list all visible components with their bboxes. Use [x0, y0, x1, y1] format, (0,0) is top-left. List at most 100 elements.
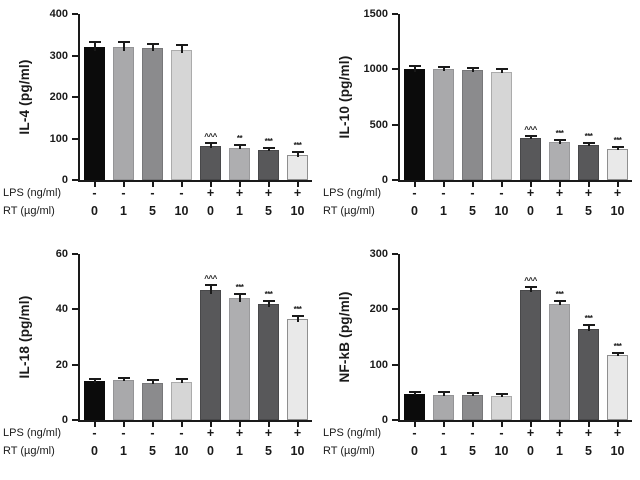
error-bar [587, 143, 590, 147]
error-bar [413, 67, 416, 72]
x-tick-mark [529, 422, 532, 427]
y-tick-label: 200 [369, 303, 388, 316]
x-tick-mark [529, 182, 532, 187]
error-bar-cap [611, 351, 624, 354]
rt-value: 1 [440, 204, 447, 218]
error-bar-cap [291, 151, 304, 154]
bar [404, 394, 425, 420]
plot-area: ^^^ *** *** *** [78, 254, 312, 422]
rt-value: 0 [207, 204, 214, 218]
error-bar [500, 395, 503, 398]
significance-label: *** [293, 141, 302, 151]
bar [462, 395, 483, 420]
error-bar-cap [524, 134, 537, 137]
x-tick-mark [267, 422, 270, 427]
rt-value: 0 [91, 444, 98, 458]
error-bar [180, 380, 183, 384]
x-tick-mark [442, 422, 445, 427]
x-tick-mark [558, 182, 561, 187]
rt-value: 1 [440, 444, 447, 458]
error-bar [558, 302, 561, 306]
significance-label: *** [264, 289, 273, 299]
error-bar-cap [262, 146, 275, 149]
bar [200, 145, 221, 180]
bar [113, 379, 134, 420]
x-tick-mark [558, 422, 561, 427]
bar [113, 47, 134, 180]
rt-value: 5 [265, 204, 272, 218]
y-tick-label: 1500 [363, 8, 388, 20]
bar [520, 289, 541, 420]
error-bar [122, 378, 125, 382]
x-tick-mark [500, 422, 503, 427]
y-tick-label: 0 [381, 174, 388, 186]
lps-value: - [412, 426, 417, 440]
error-bar-cap [291, 314, 304, 317]
error-bar-cap [408, 390, 421, 393]
lps-value: + [613, 186, 622, 200]
error-bar [413, 392, 416, 396]
y-tick-label: 100 [49, 132, 68, 145]
error-bar-cap [233, 292, 246, 295]
y-tick-mark [72, 96, 78, 98]
rt-value: 10 [174, 204, 189, 218]
lps-value: - [150, 426, 155, 440]
significance-label: ^^^ [524, 124, 537, 134]
error-bar [151, 381, 154, 385]
error-bar [180, 45, 183, 54]
bar [549, 142, 570, 180]
rt-value: 0 [207, 444, 214, 458]
x-tick-mark [209, 422, 212, 427]
error-bar [267, 148, 270, 152]
error-bar-cap [175, 43, 188, 46]
bar [462, 70, 483, 180]
significance-label: *** [555, 129, 564, 139]
error-bar [500, 69, 503, 74]
bar [404, 69, 425, 180]
rt-value: 10 [494, 444, 509, 458]
x-tick-mark [471, 422, 474, 427]
rt-value: 1 [120, 444, 127, 458]
bar [258, 150, 279, 180]
error-bar [442, 393, 445, 396]
bar [142, 382, 163, 420]
significance-label: ^^^ [524, 275, 537, 285]
plot-area: ^^^ ** *** *** [78, 14, 312, 182]
lps-value: + [293, 186, 302, 200]
bar [258, 304, 279, 420]
error-bar [471, 394, 474, 397]
rt-value: 10 [494, 204, 509, 218]
lps-value: + [206, 426, 215, 440]
bar [607, 354, 628, 420]
y-tick-mark [72, 308, 78, 311]
y-tick-mark [392, 179, 398, 181]
error-bar [529, 287, 532, 293]
x-tick-mark [471, 182, 474, 187]
significance-label: ^^^ [204, 273, 217, 283]
x-tick-mark [413, 422, 416, 427]
y-tick-label: 0 [61, 174, 68, 186]
error-bar-cap [146, 379, 159, 382]
error-bar-cap [582, 323, 595, 326]
lps-row-label: LPS (ng/ml) [323, 427, 382, 439]
y-tick-label: 300 [49, 49, 68, 62]
error-bar-cap [437, 65, 450, 68]
rt-value: 0 [527, 204, 534, 218]
x-tick-mark [180, 182, 183, 187]
rt-value: 5 [149, 444, 156, 458]
bar [549, 303, 570, 420]
lps-value: + [584, 426, 593, 440]
bar [142, 48, 163, 180]
lps-value: + [584, 186, 593, 200]
x-tick-mark [442, 182, 445, 187]
rt-value: 5 [265, 444, 272, 458]
error-bar-cap [408, 65, 421, 68]
lps-value: - [92, 186, 97, 200]
x-tick-mark [122, 422, 125, 427]
error-bar [471, 68, 474, 73]
x-tick-mark [413, 182, 416, 187]
y-axis-label: IL-18 (pg/ml) [17, 295, 32, 379]
y-tick-label: 400 [49, 8, 68, 20]
y-tick-mark [72, 179, 78, 181]
error-bar [93, 43, 96, 51]
